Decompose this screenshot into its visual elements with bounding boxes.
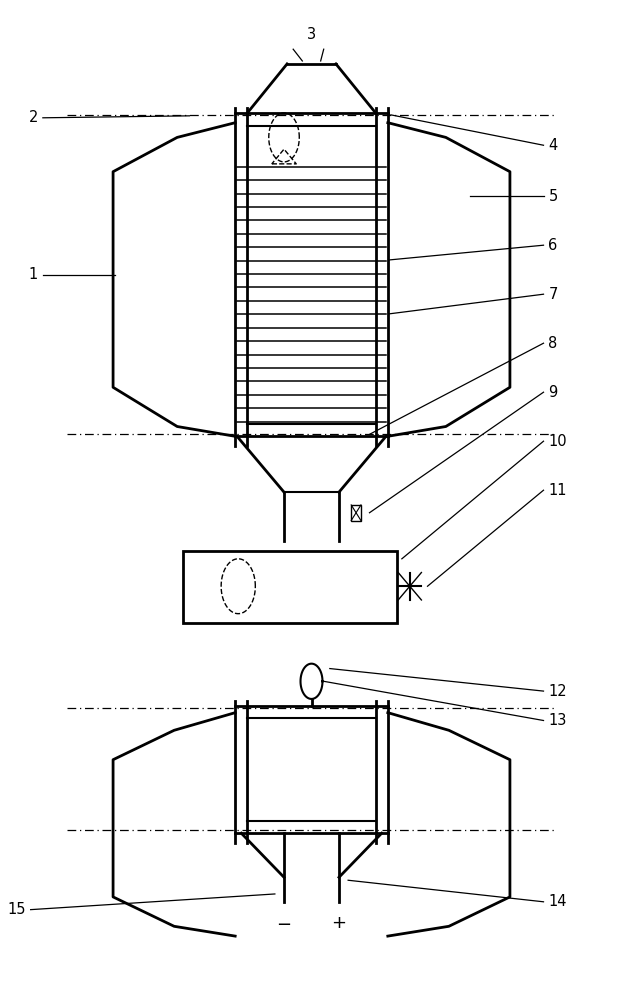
Text: 9: 9 (548, 385, 558, 400)
Text: 15: 15 (7, 902, 26, 917)
Text: 12: 12 (548, 684, 567, 699)
Text: $-$: $-$ (277, 914, 292, 932)
Bar (351, 505, 361, 521)
Text: 3: 3 (307, 27, 316, 42)
Text: 6: 6 (548, 238, 558, 253)
Text: 7: 7 (548, 287, 558, 302)
Text: $+$: $+$ (331, 914, 346, 932)
Text: 1: 1 (29, 267, 38, 282)
Text: 5: 5 (548, 189, 558, 204)
Text: 4: 4 (548, 138, 558, 153)
Text: 8: 8 (548, 336, 558, 351)
Text: 13: 13 (548, 713, 567, 728)
Text: 14: 14 (548, 894, 567, 909)
Bar (183, 551, 397, 622)
Text: 2: 2 (29, 110, 38, 125)
Text: 10: 10 (548, 434, 567, 449)
Text: 11: 11 (548, 483, 567, 498)
